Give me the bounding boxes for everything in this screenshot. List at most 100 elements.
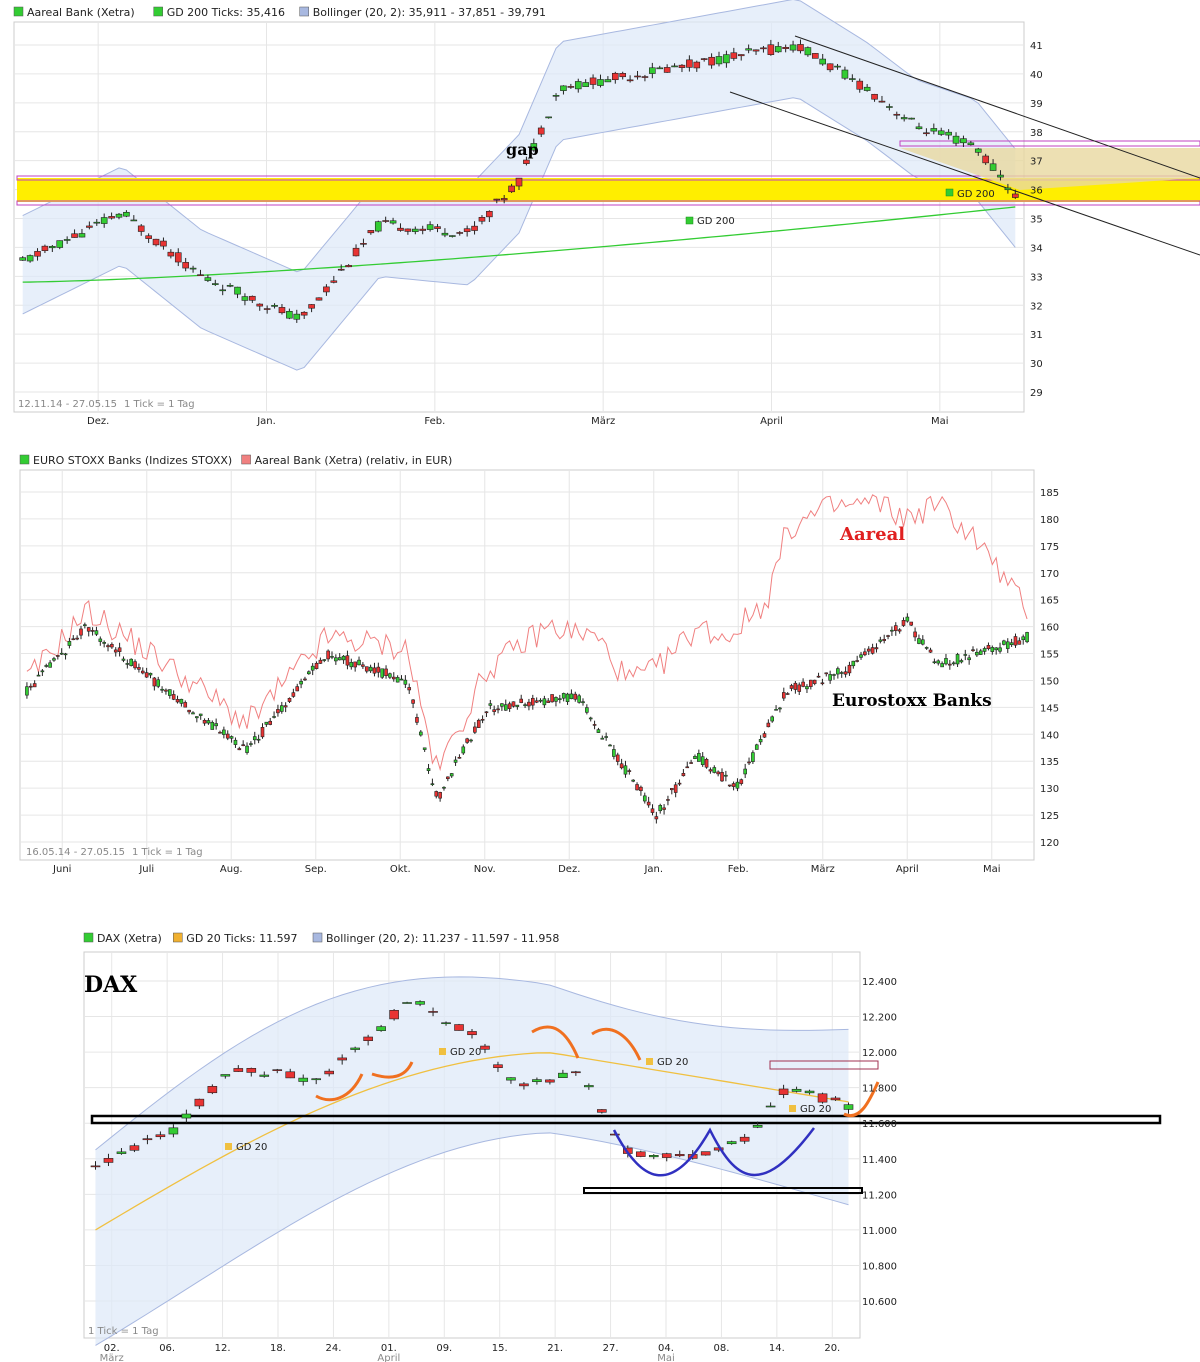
candle-body xyxy=(129,658,133,666)
candle-body xyxy=(693,756,697,759)
legend-swatch xyxy=(83,932,94,943)
candle-body xyxy=(998,647,1002,652)
candle-body xyxy=(546,700,551,703)
candle-body xyxy=(561,693,566,699)
candle-body xyxy=(793,682,798,690)
candle-body xyxy=(901,620,906,626)
candle-body xyxy=(252,736,257,741)
candle-body xyxy=(716,771,720,775)
candle-body xyxy=(116,1151,127,1154)
candle-body xyxy=(407,687,412,691)
x-tick-label: 18. xyxy=(270,1343,286,1354)
candle-body xyxy=(527,701,531,707)
downtrend-upper xyxy=(794,35,1200,179)
candle-body xyxy=(558,1072,568,1078)
candle-body xyxy=(839,672,844,674)
candle-body xyxy=(886,106,893,108)
candle-body xyxy=(708,56,715,66)
y-tick-label: 37 xyxy=(1030,157,1043,168)
candle-body xyxy=(438,792,442,799)
candle-body xyxy=(641,76,649,78)
candle-body xyxy=(774,709,778,711)
y-tick-label: 155 xyxy=(1040,650,1059,661)
candle-body xyxy=(488,703,493,706)
candle-body xyxy=(310,665,315,671)
candle-body xyxy=(774,46,782,53)
candle-body xyxy=(519,1083,529,1087)
annotation-gd20-b: GD 20 xyxy=(450,1047,481,1058)
y-tick-label: 185 xyxy=(1040,488,1059,499)
legend-swatch xyxy=(173,932,183,943)
legend-label: Bollinger (20, 2): 35,911 - 37,851 - 39,… xyxy=(313,6,546,19)
candle-body xyxy=(666,799,670,801)
candle-body xyxy=(279,705,284,712)
candle-body xyxy=(115,213,123,218)
candle-body xyxy=(353,661,357,668)
dax-resistance-box xyxy=(769,1060,879,1070)
candle-body xyxy=(905,616,910,622)
blue-w-pattern xyxy=(612,1127,815,1177)
resistance-box xyxy=(899,140,1200,147)
candle-body xyxy=(574,81,582,90)
dax-support-line xyxy=(90,1114,1162,1125)
candle-body xyxy=(974,148,982,153)
candle-body xyxy=(125,663,130,665)
candle-body xyxy=(712,767,717,773)
candle-body xyxy=(210,722,215,730)
candle-body xyxy=(268,720,273,725)
candle-body xyxy=(932,661,937,664)
candle-body xyxy=(959,660,964,663)
candle-body xyxy=(168,1127,179,1135)
candle-body xyxy=(855,660,859,662)
candle-body xyxy=(745,48,752,51)
y-tick-label: 31 xyxy=(1030,330,1043,341)
candle-body xyxy=(357,659,361,666)
candle-body xyxy=(936,660,941,664)
candle-body xyxy=(836,668,840,675)
candle-body xyxy=(103,1158,114,1163)
candle-body xyxy=(415,717,419,723)
y-tick-label: 33 xyxy=(1030,272,1043,283)
x-tick-label: 15. xyxy=(492,1343,508,1354)
candle-body xyxy=(454,1024,464,1031)
candle-body xyxy=(619,73,627,78)
candle-body xyxy=(218,731,222,734)
candle-body xyxy=(731,783,736,787)
candle-body xyxy=(960,138,967,144)
candle-body xyxy=(532,1079,542,1083)
candle-body xyxy=(183,702,188,708)
candle-body xyxy=(677,782,682,785)
candle-body xyxy=(467,1031,477,1036)
candle-body xyxy=(778,707,782,710)
candle-body xyxy=(419,731,423,736)
candle-body xyxy=(426,768,431,771)
candle-body xyxy=(175,699,180,703)
candle-body xyxy=(480,718,485,721)
candle-body xyxy=(909,621,914,626)
candle-body xyxy=(52,658,56,661)
legend-swatch xyxy=(19,454,30,465)
candle-body xyxy=(463,228,471,232)
candle-body xyxy=(449,773,454,777)
candle-body xyxy=(511,701,516,707)
candle-body xyxy=(63,653,68,656)
candle-body xyxy=(249,295,256,301)
candle-body xyxy=(202,719,207,724)
candle-body xyxy=(730,52,738,59)
chart-1-range: 12.11.14 - 27.05.15 xyxy=(18,399,117,410)
candle-body xyxy=(137,225,145,232)
y-tick-label: 125 xyxy=(1040,811,1059,822)
candle-body xyxy=(469,739,473,742)
candle-body xyxy=(752,1124,763,1128)
candle-body xyxy=(493,1064,503,1069)
x-tick-label: 08. xyxy=(713,1343,729,1354)
candle-body xyxy=(315,297,323,301)
candle-body xyxy=(893,625,898,631)
candle-body xyxy=(308,304,315,309)
orange-arc-2 xyxy=(371,1061,414,1079)
candle-body xyxy=(646,801,651,806)
chart-2-plot-area xyxy=(19,469,1035,861)
candle-body xyxy=(90,1165,101,1168)
candle-body xyxy=(824,672,829,675)
candle-body xyxy=(106,645,110,648)
